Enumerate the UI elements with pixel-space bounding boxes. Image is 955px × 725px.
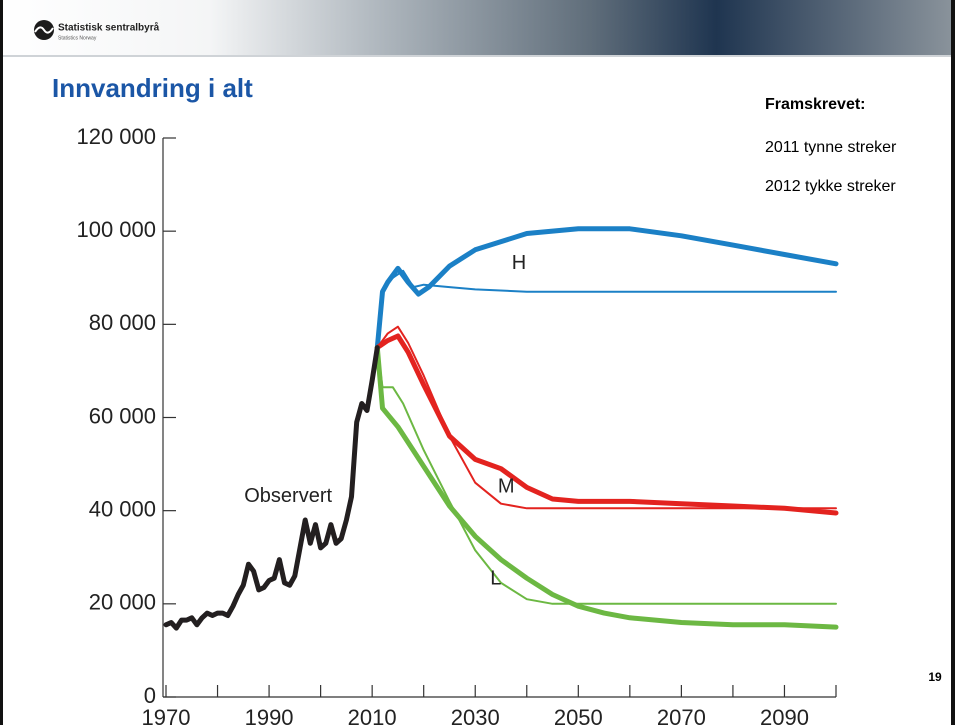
x-tick-label: 2070: [657, 705, 706, 725]
x-tick-label: 1970: [142, 705, 191, 725]
header-banner: [0, 0, 955, 55]
series-line: [374, 333, 839, 516]
note-line: 2011 tynne streker: [765, 139, 897, 156]
series-line: [374, 226, 839, 351]
annotation: H: [512, 252, 526, 274]
annotation: L: [490, 567, 501, 589]
note-heading: Framskrevet:: [765, 96, 866, 113]
logo-wave: [34, 26, 54, 34]
y-tick-label: 40 000: [89, 496, 156, 521]
y-tick-label: 100 000: [76, 217, 156, 242]
header-rule: [0, 55, 955, 57]
x-tick-label: 2050: [554, 705, 603, 725]
chart: 0 20 000 40 000 60 000 80 000 100 000 120 000 1…: [76, 124, 839, 725]
logo-text: Statistisk sentralbyrå: [58, 22, 160, 34]
y-tick-label: 60 000: [89, 403, 156, 428]
x-tick-label: 2010: [348, 705, 397, 725]
series-line: [374, 345, 839, 630]
slide-title: Innvandring i alt: [52, 73, 253, 103]
x-tick-label: 2030: [451, 705, 500, 725]
series-line: [376, 269, 837, 349]
x-tick-label: 2090: [760, 705, 809, 725]
left-border: [0, 0, 3, 725]
series-line: [376, 346, 837, 605]
note-line: 2012 tykke streker: [765, 178, 896, 195]
annotation: M: [498, 476, 515, 498]
y-tick-label: 80 000: [89, 310, 156, 335]
page-number: 19: [928, 670, 942, 684]
logo-subtext: Statistics Norway: [58, 35, 97, 41]
annotation: Observert: [244, 485, 332, 507]
right-border: [951, 0, 955, 725]
y-tick-label: 20 000: [89, 590, 156, 615]
y-tick-label: 0: [144, 683, 156, 708]
y-tick-label: 120 000: [76, 124, 156, 149]
x-tick-label: 1990: [245, 705, 294, 725]
series-line: [376, 325, 837, 510]
series-line: [163, 345, 380, 631]
